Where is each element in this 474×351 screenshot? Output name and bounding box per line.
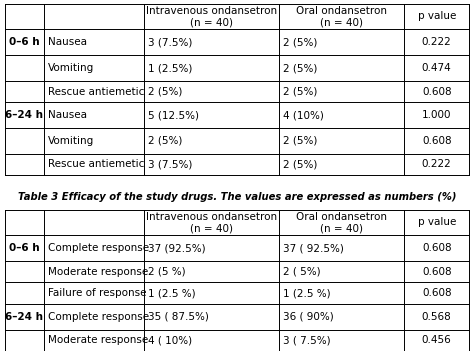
Text: p value: p value xyxy=(418,218,456,227)
Text: 6–24 h: 6–24 h xyxy=(6,312,44,322)
Text: 1 (2.5%): 1 (2.5%) xyxy=(148,63,192,73)
Text: Intravenous ondansetron
(n = 40): Intravenous ondansetron (n = 40) xyxy=(146,212,277,233)
Text: 1 (2.5 %): 1 (2.5 %) xyxy=(283,288,330,298)
Text: 2 (5%): 2 (5%) xyxy=(283,87,317,97)
Text: 35 ( 87.5%): 35 ( 87.5%) xyxy=(148,312,209,322)
Text: 0.608: 0.608 xyxy=(422,136,452,146)
Text: 37 (92.5%): 37 (92.5%) xyxy=(148,243,205,253)
Text: Oral ondansetron
(n = 40): Oral ondansetron (n = 40) xyxy=(296,212,387,233)
Text: 0–6 h: 0–6 h xyxy=(9,243,40,253)
Text: 36 ( 90%): 36 ( 90%) xyxy=(283,312,333,322)
Text: 4 ( 10%): 4 ( 10%) xyxy=(148,335,192,345)
Text: 2 (5%): 2 (5%) xyxy=(283,159,317,170)
Text: 0.608: 0.608 xyxy=(422,87,452,97)
Text: Nausea: Nausea xyxy=(48,37,87,47)
Text: 2 (5 %): 2 (5 %) xyxy=(148,267,185,277)
Text: Oral ondansetron
(n = 40): Oral ondansetron (n = 40) xyxy=(296,6,387,27)
Text: 2 (5%): 2 (5%) xyxy=(283,63,317,73)
Text: Complete response: Complete response xyxy=(48,243,149,253)
Text: 0.608: 0.608 xyxy=(422,243,452,253)
Text: 1.000: 1.000 xyxy=(422,110,452,120)
Text: 0.456: 0.456 xyxy=(422,335,452,345)
Text: Vomiting: Vomiting xyxy=(48,63,94,73)
Text: 2 (5%): 2 (5%) xyxy=(148,136,182,146)
Text: 0.568: 0.568 xyxy=(422,312,452,322)
Text: 0.222: 0.222 xyxy=(422,37,452,47)
Text: 0.474: 0.474 xyxy=(422,63,452,73)
Text: Rescue antiemetic: Rescue antiemetic xyxy=(48,159,144,170)
Text: Vomiting: Vomiting xyxy=(48,136,94,146)
Text: 2 (5%): 2 (5%) xyxy=(283,136,317,146)
Text: 5 (12.5%): 5 (12.5%) xyxy=(148,110,199,120)
Text: 3 ( 7.5%): 3 ( 7.5%) xyxy=(283,335,330,345)
Text: Intravenous ondansetron
(n = 40): Intravenous ondansetron (n = 40) xyxy=(146,6,277,27)
Text: 2 ( 5%): 2 ( 5%) xyxy=(283,267,320,277)
Text: Nausea: Nausea xyxy=(48,110,87,120)
Text: 1 (2.5 %): 1 (2.5 %) xyxy=(148,288,195,298)
Text: 2 (5%): 2 (5%) xyxy=(283,37,317,47)
Text: 4 (10%): 4 (10%) xyxy=(283,110,323,120)
Text: 0.222: 0.222 xyxy=(422,159,452,170)
Text: Moderate response: Moderate response xyxy=(48,335,148,345)
Text: 0.608: 0.608 xyxy=(422,267,452,277)
Text: 37 ( 92.5%): 37 ( 92.5%) xyxy=(283,243,343,253)
Text: p value: p value xyxy=(418,12,456,21)
Text: 0.608: 0.608 xyxy=(422,288,452,298)
Text: 0–6 h: 0–6 h xyxy=(9,37,40,47)
Text: Rescue antiemetic: Rescue antiemetic xyxy=(48,87,144,97)
Text: Moderate response: Moderate response xyxy=(48,267,148,277)
Text: 3 (7.5%): 3 (7.5%) xyxy=(148,159,192,170)
Text: Table 3 Efficacy of the study drugs. The values are expressed as numbers (%): Table 3 Efficacy of the study drugs. The… xyxy=(18,192,456,203)
Text: Failure of response: Failure of response xyxy=(48,288,146,298)
Text: 3 (7.5%): 3 (7.5%) xyxy=(148,37,192,47)
Text: Complete response: Complete response xyxy=(48,312,149,322)
Text: 6–24 h: 6–24 h xyxy=(6,110,44,120)
Text: 2 (5%): 2 (5%) xyxy=(148,87,182,97)
